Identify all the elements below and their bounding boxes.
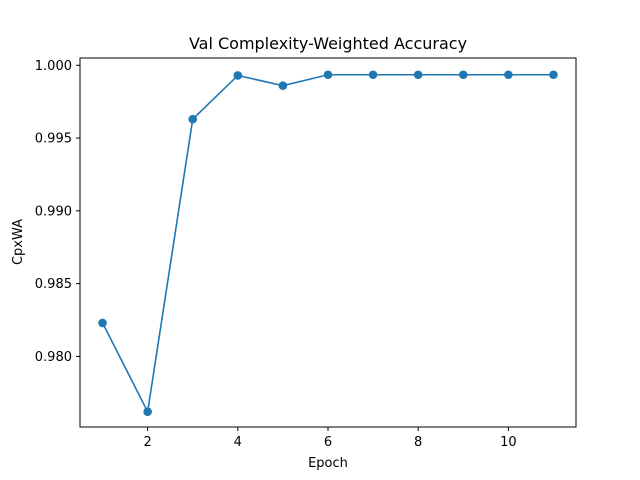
ticks-layer: 2 4 6 8 10 0.980 0.985 0.990 0.995 1.000: [35, 59, 517, 450]
data-point: [143, 407, 152, 417]
data-point: [233, 71, 243, 80]
data-point: [458, 70, 468, 80]
y-tick-label: 0.990: [35, 204, 72, 219]
data-point: [368, 70, 378, 80]
data-point: [188, 114, 198, 124]
x-tick-label: 8: [414, 435, 422, 450]
x-tick-label: 10: [500, 435, 517, 450]
data-point: [98, 318, 107, 328]
y-tick-label: 1.000: [35, 59, 72, 74]
data-point: [413, 70, 423, 80]
chart-title: Val Complexity-Weighted Accuracy: [189, 34, 467, 53]
y-tick-label: 0.980: [35, 350, 72, 365]
data-point: [278, 81, 288, 90]
y-axis-label: CpxWA: [11, 219, 26, 265]
data-point: [323, 70, 333, 80]
x-tick-label: 2: [143, 435, 151, 450]
series-layer: [98, 70, 558, 417]
x-tick-label: 6: [324, 435, 332, 450]
x-tick-label: 4: [234, 435, 242, 450]
y-tick-label: 0.985: [35, 277, 72, 292]
plot-frame: [79, 57, 577, 428]
x-axis-label: Epoch: [308, 456, 348, 471]
data-point: [549, 70, 558, 80]
series-line: [101, 73, 554, 415]
y-tick-label: 0.995: [35, 132, 72, 147]
data-point: [504, 70, 513, 80]
